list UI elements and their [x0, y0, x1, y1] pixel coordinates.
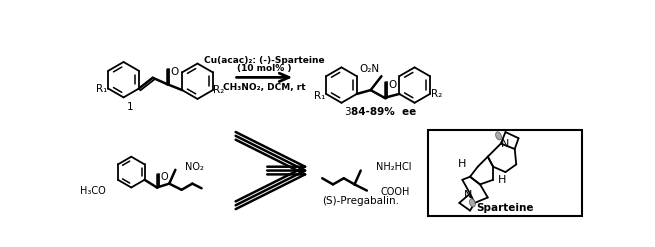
Text: (10 mol% ): (10 mol% ) [237, 64, 291, 73]
Ellipse shape [470, 199, 476, 207]
Text: R₂: R₂ [214, 85, 225, 96]
Text: COOH: COOH [381, 187, 410, 197]
Text: 1: 1 [126, 102, 133, 112]
Text: O₂N: O₂N [360, 64, 380, 74]
Text: CH₃NO₂, DCM, rt: CH₃NO₂, DCM, rt [223, 83, 306, 92]
Text: O: O [170, 67, 178, 77]
Text: N: N [500, 139, 509, 149]
Ellipse shape [496, 132, 502, 140]
Text: Sparteine: Sparteine [477, 203, 534, 213]
Text: H: H [498, 175, 506, 185]
Text: R₁: R₁ [314, 91, 326, 101]
Text: H₃CO: H₃CO [80, 185, 106, 196]
Text: 84-89%  ee: 84-89% ee [351, 107, 417, 117]
Text: NH₂HCl: NH₂HCl [376, 163, 411, 172]
Text: O: O [388, 81, 396, 90]
Text: (S)-Pregabalin.: (S)-Pregabalin. [322, 196, 399, 206]
Text: R₁: R₁ [96, 84, 107, 94]
Text: N: N [464, 190, 473, 200]
Text: NO₂: NO₂ [185, 162, 204, 172]
Text: O: O [160, 172, 168, 182]
Text: Cu(acac)₂: (-)-Sparteine: Cu(acac)₂: (-)-Sparteine [204, 56, 325, 65]
Text: 3: 3 [345, 107, 351, 117]
Text: H: H [458, 159, 466, 169]
FancyBboxPatch shape [428, 130, 582, 216]
Text: R₂: R₂ [430, 89, 441, 99]
